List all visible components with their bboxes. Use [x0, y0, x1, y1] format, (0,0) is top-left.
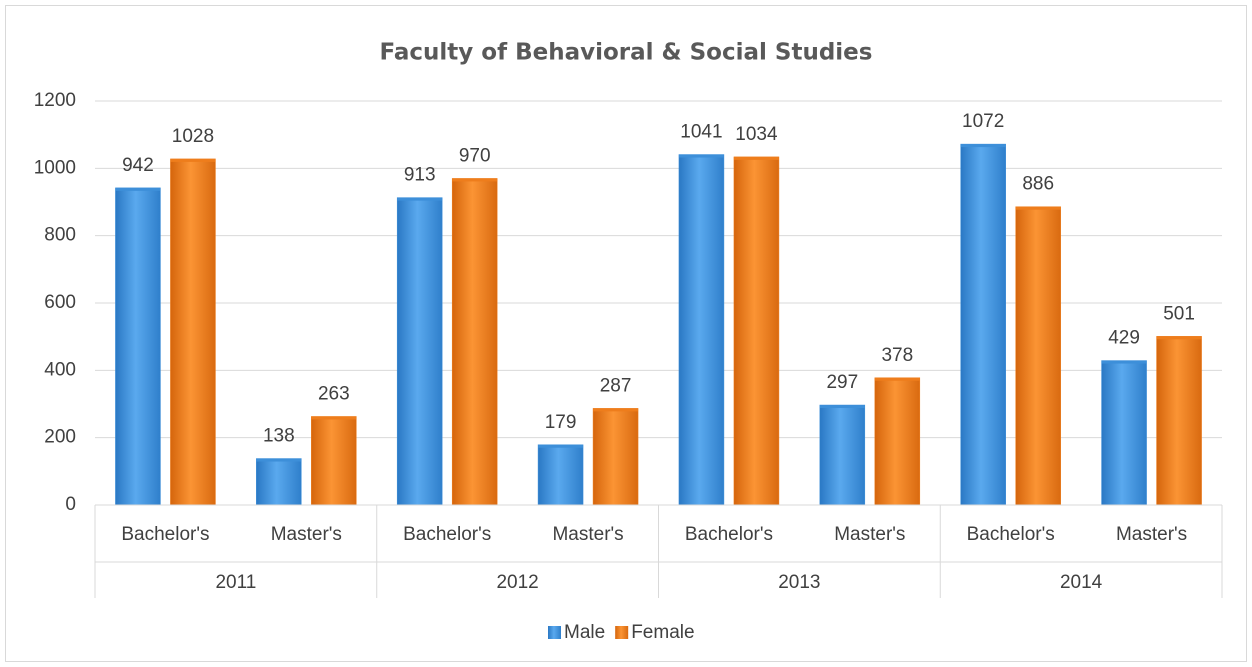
- bar: [396, 197, 443, 506]
- group-label: 2014: [1060, 572, 1103, 593]
- bar-cap: [733, 156, 779, 160]
- bar-cap: [311, 416, 357, 420]
- bar: [311, 416, 357, 506]
- x-tick-label: Bachelor's: [403, 524, 491, 545]
- y-tick-label: 800: [44, 225, 76, 246]
- x-tick-label: Master's: [834, 524, 905, 545]
- legend-swatch: [615, 626, 629, 639]
- group-label: 2011: [215, 572, 256, 593]
- bar: [733, 156, 780, 506]
- bar: [1015, 206, 1061, 506]
- bar: [960, 143, 1006, 506]
- x-tick-label: Bachelor's: [685, 524, 773, 545]
- bar: [819, 404, 866, 506]
- data-label: 1034: [735, 124, 778, 145]
- bar: [115, 187, 161, 506]
- data-label: 429: [1108, 328, 1140, 349]
- x-tick-label: Master's: [1116, 524, 1187, 545]
- bar-cap: [256, 458, 302, 462]
- data-label: 297: [826, 372, 858, 393]
- x-tick-label: Master's: [552, 524, 623, 545]
- data-label: 287: [600, 375, 632, 396]
- bar: [678, 154, 725, 506]
- data-label: 1072: [962, 111, 1004, 132]
- bar-cap: [960, 144, 1006, 148]
- y-tick-label: 1000: [34, 157, 76, 178]
- bar-cap: [678, 154, 724, 158]
- y-tick-label: 0: [65, 494, 76, 515]
- bar: [451, 178, 498, 506]
- bar: [537, 444, 584, 506]
- data-label: 501: [1163, 303, 1195, 324]
- bar: [256, 458, 302, 506]
- bar-cap: [593, 408, 639, 412]
- bar: [1156, 336, 1202, 506]
- x-tick-label: Master's: [271, 524, 342, 545]
- chart-title: Faculty of Behavioral & Social Studies: [380, 40, 873, 66]
- bar-cap: [538, 444, 584, 448]
- data-label: 970: [459, 145, 491, 166]
- bar-cap: [1015, 206, 1061, 210]
- bar-cap: [874, 377, 920, 381]
- bar: [170, 158, 216, 506]
- bar-cap: [1101, 360, 1147, 364]
- group-label: 2013: [778, 572, 820, 593]
- legend-label: Male: [564, 622, 605, 643]
- data-label: 263: [318, 383, 350, 404]
- data-label: 913: [404, 165, 436, 186]
- legend-swatch: [548, 626, 561, 639]
- bar-cap: [397, 197, 443, 201]
- bar-cap: [170, 158, 216, 162]
- bar-cap: [115, 187, 161, 191]
- bar-cap: [1156, 336, 1202, 340]
- data-label: 886: [1022, 174, 1054, 195]
- y-tick-label: 600: [44, 292, 76, 313]
- data-label: 942: [122, 155, 154, 176]
- bar-cap: [452, 178, 498, 182]
- data-label: 179: [545, 412, 577, 433]
- data-label: 138: [263, 426, 295, 447]
- y-tick-label: 400: [44, 359, 76, 380]
- legend-label: Female: [631, 622, 694, 643]
- y-tick-label: 200: [44, 427, 76, 448]
- x-tick-label: Bachelor's: [121, 524, 209, 545]
- data-label: 378: [881, 345, 913, 366]
- x-tick-label: Bachelor's: [967, 524, 1055, 545]
- bar-cap: [819, 405, 865, 409]
- data-label: 1028: [172, 126, 214, 147]
- group-label: 2012: [496, 572, 538, 593]
- data-label: 1041: [680, 122, 722, 143]
- bar: [874, 377, 921, 506]
- y-tick-label: 1200: [34, 90, 76, 111]
- bar: [1101, 360, 1147, 506]
- bar: [592, 408, 639, 506]
